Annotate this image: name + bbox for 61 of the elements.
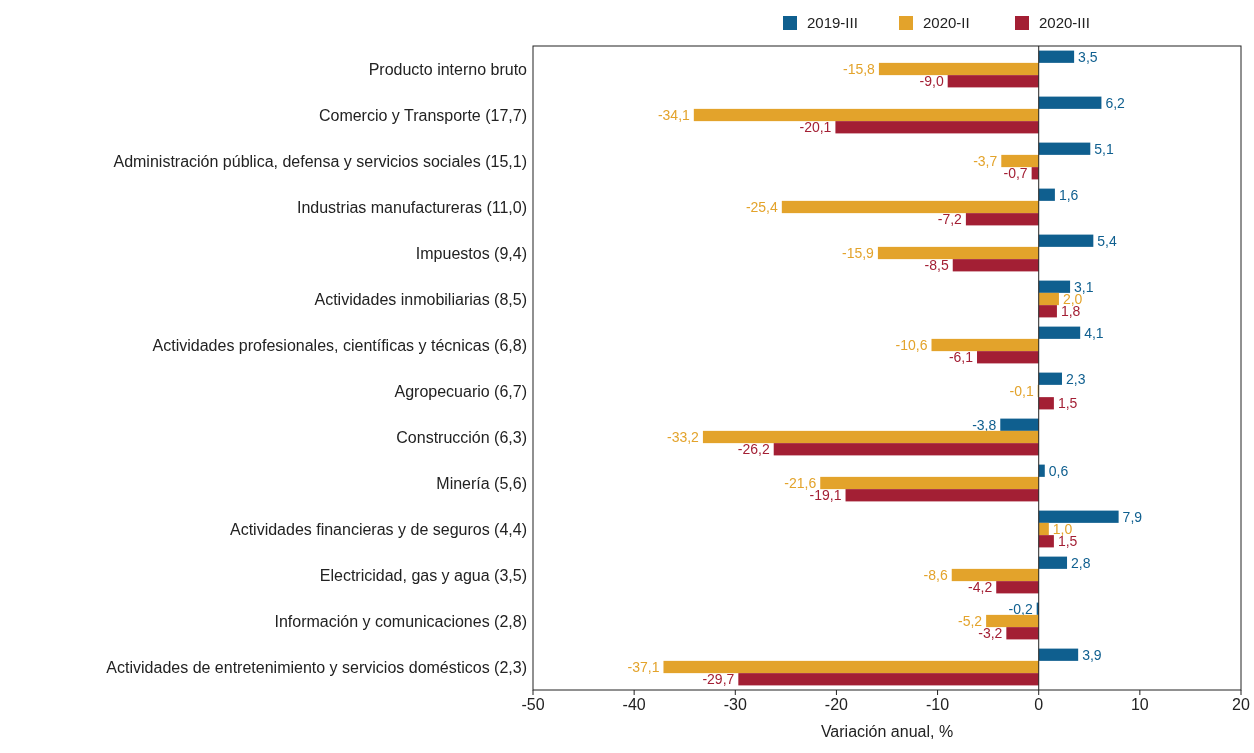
data-label: 3,9 <box>1082 646 1102 663</box>
y-tick-label: Actividades financieras y de seguros (4,4) <box>229 520 527 538</box>
y-tick-label: Producto interno bruto <box>368 60 528 78</box>
data-label: 0,6 <box>1048 462 1069 479</box>
y-tick-label: Minería (5,6) <box>436 474 527 492</box>
x-tick-label: -50 <box>521 696 545 713</box>
data-label: -4,2 <box>968 579 993 596</box>
x-tick-label: -20 <box>824 696 849 713</box>
x-tick-label: 20 <box>1232 696 1250 713</box>
data-label: 5,4 <box>1097 232 1118 249</box>
data-label: 2,3 <box>1065 370 1086 387</box>
data-label: 3,5 <box>1078 48 1098 65</box>
data-label: 2,8 <box>1071 554 1091 571</box>
data-label: 1,5 <box>1057 395 1078 412</box>
data-label: 3,1 <box>1074 278 1094 295</box>
data-label: -3,7 <box>973 152 998 169</box>
data-label: -15,8 <box>842 60 876 77</box>
data-label: -15,9 <box>841 244 875 261</box>
x-axis-title: Variación anual, % <box>820 723 954 740</box>
legend-label: 2020-III <box>1039 14 1090 32</box>
y-tick-label: Industrias manufactureras (11,0) <box>296 198 527 216</box>
legend-label: 2020-II <box>923 14 970 32</box>
x-tick-label: -30 <box>723 696 747 713</box>
x-tick-label: 0 <box>1034 696 1044 713</box>
data-label: 1,6 <box>1058 186 1079 203</box>
y-tick-label: Información y comunicaciones (2,8) <box>274 612 527 630</box>
y-tick-label: Comercio y Transporte (17,7) <box>318 106 527 124</box>
data-label: -6,1 <box>948 349 974 366</box>
data-label: -3,8 <box>972 416 997 433</box>
data-label: 7,9 <box>1122 508 1143 525</box>
data-label: -33,2 <box>667 428 700 445</box>
y-tick-label: Actividades profesionales, científicas y técnicas (6,8) <box>152 336 527 354</box>
data-label: -10,6 <box>895 336 928 353</box>
data-label: -0,7 <box>1003 165 1028 182</box>
data-label: 4,1 <box>1084 324 1104 341</box>
data-label: -34,1 <box>657 106 691 123</box>
x-tick-label: 10 <box>1130 696 1149 713</box>
y-tick-label: Electricidad, gas y agua (3,5) <box>319 566 527 584</box>
data-label: 1,0 <box>1052 520 1073 537</box>
data-label: -25,4 <box>745 198 779 215</box>
data-label: -29,7 <box>702 671 735 688</box>
y-tick-label: Actividades inmobiliarias (8,5) <box>314 290 527 308</box>
data-label: -7,2 <box>937 211 963 228</box>
legend-label: 2019-III <box>807 14 858 32</box>
data-label: -8,5 <box>924 257 949 274</box>
y-tick-label: Impuestos (9,4) <box>415 244 527 262</box>
y-tick-label: Construcción (6,3) <box>396 428 527 446</box>
data-label: -20,1 <box>799 119 832 136</box>
x-tick-label: -10 <box>926 696 950 713</box>
data-label: -0,2 <box>1008 600 1033 617</box>
y-tick-label: Agropecuario (6,7) <box>394 382 527 400</box>
data-label: -8,6 <box>923 566 948 583</box>
data-label: -37,1 <box>627 658 660 675</box>
data-label: 6,2 <box>1105 94 1126 111</box>
data-label: -9,0 <box>919 73 944 90</box>
data-label: 5,1 <box>1094 140 1114 157</box>
y-tick-label: Actividades de entretenimiento y servicios domésticos (2,3) <box>106 658 527 676</box>
x-tick-label: -40 <box>622 696 646 713</box>
y-tick-label: Administración pública, defensa y servicios sociales (15,1) <box>113 152 527 170</box>
data-label: -26,2 <box>737 441 770 458</box>
data-label: -0,1 <box>1009 382 1034 399</box>
